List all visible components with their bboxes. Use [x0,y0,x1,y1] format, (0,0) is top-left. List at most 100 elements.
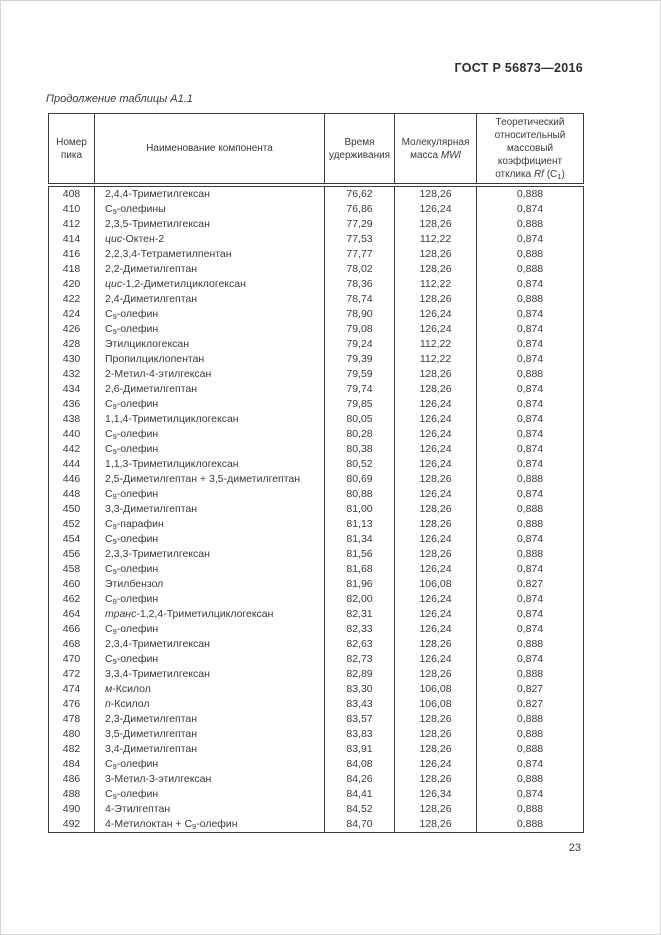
cell-molecular-mass: 112,22 [394,352,477,367]
cell-retention-time: 76,86 [324,202,395,217]
cell-component-name: 2,3,4-Триметилгексан [94,637,325,652]
cell-molecular-mass: 126,24 [394,457,477,472]
cell-response-factor: 0,874 [476,532,584,547]
cell-response-factor: 0,888 [476,817,584,833]
cell-molecular-mass: 128,26 [394,547,477,562]
cell-response-factor: 0,888 [476,547,584,562]
cell-peak-number: 420 [48,277,95,292]
cell-retention-time: 84,08 [324,757,395,772]
table-row: 470 C9-олефин 82,73 126,24 0,874 [48,652,584,667]
cell-molecular-mass: 126,34 [394,787,477,802]
cell-response-factor: 0,888 [476,262,584,277]
cell-molecular-mass: 126,24 [394,307,477,322]
table-row: 408 2,4,4-Триметилгексан 76,62 128,26 0,888 [48,185,584,202]
cell-component-name: 2,3-Диметилгептан [94,712,325,727]
column-header-molecular-mass: Молекулярная масса MWl [394,113,477,187]
cell-component-name: 2,3,5-Триметилгексан [94,217,325,232]
table-row: 428 Этилциклогексан 79,24 112,22 0,874 [48,337,584,352]
cell-response-factor: 0,888 [476,185,584,202]
cell-peak-number: 468 [48,637,95,652]
cell-response-factor: 0,888 [476,727,584,742]
table-row: 444 1,1,3-Триметилциклогексан 80,52 126,24 0… [48,457,584,472]
table-row: 482 3,4-Диметилгептан 83,91 128,26 0,888 [48,742,584,757]
cell-component-name: 2-Метил-4-этилгексан [94,367,325,382]
cell-response-factor: 0,874 [476,562,584,577]
cell-component-name: Пропилциклопентан [94,352,325,367]
cell-retention-time: 84,41 [324,787,395,802]
cell-component-name: 1,1,4-Триметилциклогексан [94,412,325,427]
table-row: 414 цис-Октен-2 77,53 112,22 0,874 [48,232,584,247]
cell-retention-time: 81,56 [324,547,395,562]
cell-response-factor: 0,888 [476,772,584,787]
cell-retention-time: 77,29 [324,217,395,232]
cell-retention-time: 84,26 [324,772,395,787]
cell-response-factor: 0,888 [476,667,584,682]
cell-response-factor: 0,874 [476,652,584,667]
table-row: 456 2,3,3-Триметилгексан 81,56 128,26 0,888 [48,547,584,562]
table-row: 458 C9-олефин 81,68 126,24 0,874 [48,562,584,577]
cell-molecular-mass: 126,24 [394,562,477,577]
cell-peak-number: 432 [48,367,95,382]
cell-retention-time: 80,88 [324,487,395,502]
cell-response-factor: 0,888 [476,367,584,382]
cell-peak-number: 470 [48,652,95,667]
cell-peak-number: 462 [48,592,95,607]
cell-component-name: C9-олефин [94,532,325,547]
cell-component-name: C9-олефин [94,592,325,607]
table-row: 464 транс-1,2,4-Триметилциклогексан 82,31 1… [48,607,584,622]
cell-retention-time: 79,74 [324,382,395,397]
cell-retention-time: 83,83 [324,727,395,742]
cell-molecular-mass: 128,26 [394,727,477,742]
cell-component-name: транс-1,2,4-Триметилциклогексан [94,607,325,622]
table-row: 486 3-Метил-3-этилгексан 84,26 128,26 0,888 [48,772,584,787]
cell-component-name: 1,1,3-Триметилциклогексан [94,457,325,472]
cell-retention-time: 78,02 [324,262,395,277]
doc-code: ГОСТ Р 56873—2016 [454,61,583,75]
cell-retention-time: 81,68 [324,562,395,577]
table-row: 422 2,4-Диметилгептан 78,74 128,26 0,888 [48,292,584,307]
cell-molecular-mass: 128,26 [394,472,477,487]
table-row: 450 3,3-Диметилгептан 81,00 128,26 0,888 [48,502,584,517]
table-caption: Продолжение таблицы А1.1 [46,93,193,105]
cell-molecular-mass: 128,26 [394,262,477,277]
cell-component-name: C9-олефин [94,307,325,322]
cell-peak-number: 490 [48,802,95,817]
components-table: Номер пика Наименование компонента Время у… [48,113,584,833]
cell-component-name: 2,2-Диметилгептан [94,262,325,277]
cell-molecular-mass: 128,26 [394,247,477,262]
table-row: 420 цис-1,2-Диметилциклогексан 78,36 112,22… [48,277,584,292]
table-row: 474 м-Ксилол 83,30 106,08 0,827 [48,682,584,697]
cell-peak-number: 416 [48,247,95,262]
cell-molecular-mass: 126,24 [394,427,477,442]
cell-peak-number: 482 [48,742,95,757]
cell-peak-number: 430 [48,352,95,367]
cell-component-name: C9-олефины [94,202,325,217]
table-row: 442 C9-олефин 80,38 126,24 0,874 [48,442,584,457]
column-header-component-name: Наименование компонента [94,113,325,187]
cell-response-factor: 0,874 [476,412,584,427]
cell-component-name: C9-олефин [94,487,325,502]
cell-component-name: C9-олефин [94,397,325,412]
cell-component-name: цис-1,2-Диметилциклогексан [94,277,325,292]
cell-component-name: 3-Метил-3-этилгексан [94,772,325,787]
table-row: 430 Пропилциклопентан 79,39 112,22 0,874 [48,352,584,367]
cell-retention-time: 81,13 [324,517,395,532]
table-row: 432 2-Метил-4-этилгексан 79,59 128,26 0,888 [48,367,584,382]
cell-peak-number: 488 [48,787,95,802]
column-header-peak-number: Номер пика [48,113,95,187]
cell-component-name: 3,3,4-Триметилгексан [94,667,325,682]
cell-peak-number: 486 [48,772,95,787]
cell-peak-number: 440 [48,427,95,442]
cell-peak-number: 446 [48,472,95,487]
cell-peak-number: 466 [48,622,95,637]
cell-response-factor: 0,874 [476,352,584,367]
cell-retention-time: 78,90 [324,307,395,322]
cell-component-name: C9-олефин [94,757,325,772]
cell-peak-number: 492 [48,817,95,833]
cell-component-name: 3,3-Диметилгептан [94,502,325,517]
cell-peak-number: 442 [48,442,95,457]
cell-molecular-mass: 128,26 [394,772,477,787]
cell-peak-number: 448 [48,487,95,502]
cell-peak-number: 438 [48,412,95,427]
table-row: 478 2,3-Диметилгептан 83,57 128,26 0,888 [48,712,584,727]
